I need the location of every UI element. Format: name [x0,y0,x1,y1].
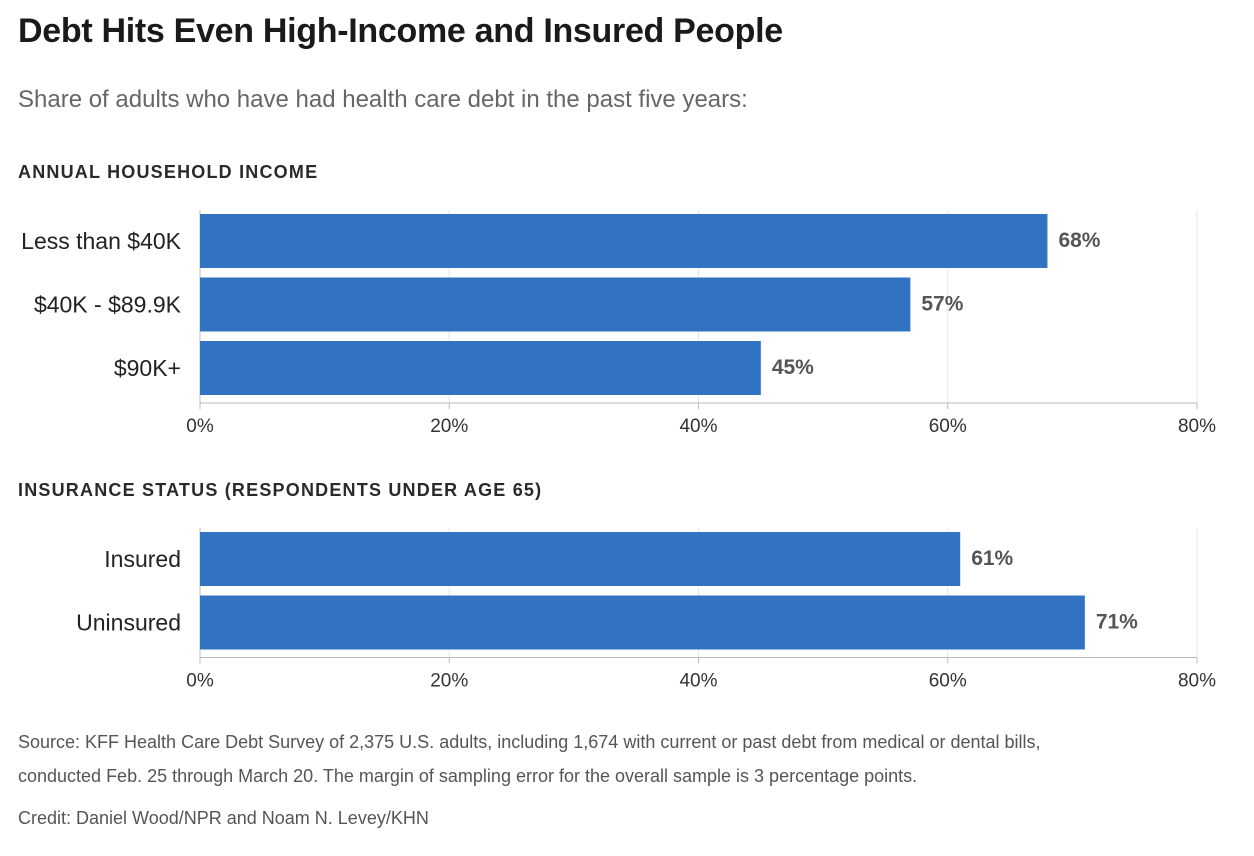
x-tick-label: 80% [1178,671,1216,692]
x-tick-label: 0% [186,671,214,692]
chart-title: Debt Hits Even High-Income and Insured P… [18,12,783,50]
value-label: 61% [971,547,1013,570]
x-tick-label: 60% [929,671,967,692]
income-bar-chart: 0% 20% 40% 60% 80% Less than $40K 68% $40K - $8… [21,210,1216,437]
x-tick-label: 20% [430,671,468,692]
x-tick-label: 0% [186,416,214,437]
bar [200,277,911,332]
credit-note: Credit: Daniel Wood/NPR and Noam N. Leve… [18,808,429,828]
bar [200,595,1085,650]
category-label: $90K+ [114,355,181,381]
x-tick-label: 20% [430,416,468,437]
source-note-line-1: Source: KFF Health Care Debt Survey of 2… [18,732,1041,752]
source-note-line-2: conducted Feb. 25 through March 20. The … [18,766,918,786]
chart-subtitle: Share of adults who have had health care… [18,86,748,113]
category-label: $40K - $89.9K [34,292,182,318]
insurance-bar-chart: 0% 20% 40% 60% 80% Insured 61% Uninsured 71% [76,528,1216,692]
category-label: Uninsured [76,610,181,636]
bar [200,532,961,586]
income-section-label: ANNUAL HOUSEHOLD INCOME [18,162,319,182]
value-label: 57% [921,293,963,316]
value-label: 45% [772,356,814,379]
value-label: 68% [1058,229,1100,252]
bar [200,214,1048,268]
category-label: Less than $40K [21,228,182,254]
value-label: 71% [1096,611,1138,634]
x-tick-label: 60% [929,416,967,437]
x-tick-label: 40% [679,671,717,692]
x-tick-label: 40% [679,416,717,437]
insurance-section-label: INSURANCE STATUS (RESPONDENTS UNDER AGE … [18,480,543,500]
bar [200,341,761,395]
category-label: Insured [104,546,181,572]
x-tick-label: 80% [1178,416,1216,437]
